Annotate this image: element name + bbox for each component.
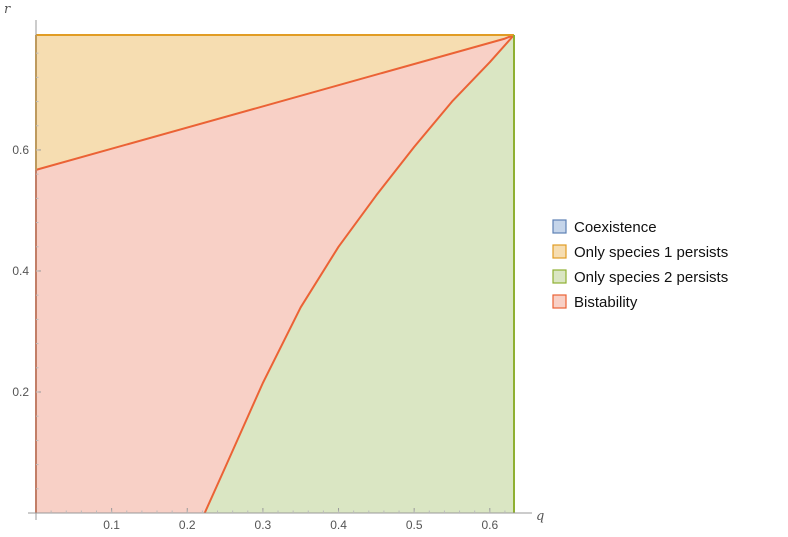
legend-label-3: Bistability [574, 294, 638, 311]
species-1-boundary [35, 34, 515, 171]
y-tick-label-1: 0.4 [12, 264, 29, 278]
legend-label-0: Coexistence [574, 219, 657, 236]
x-axis-label: q [536, 509, 544, 524]
legend-swatch-2 [552, 269, 567, 284]
legend-swatch-0 [552, 219, 567, 234]
legend-label-2: Only species 2 persists [574, 269, 728, 286]
x-tick-label-5: 0.6 [481, 518, 498, 532]
region-1 [36, 35, 514, 513]
legend-label-1: Only species 1 persists [574, 244, 728, 261]
y-tick-label-0: 0.2 [12, 385, 29, 399]
y-axis-label: r [4, 2, 11, 17]
legend: Coexistence Only species 1 persists Only s… [552, 219, 728, 311]
x-tick-label-3: 0.4 [330, 518, 347, 532]
x-tick-label-2: 0.3 [255, 518, 272, 532]
y-tick-label-2: 0.6 [12, 143, 29, 157]
legend-swatch-1 [552, 244, 567, 259]
x-tick-label-4: 0.5 [406, 518, 423, 532]
regions-layer [36, 35, 514, 513]
species-2-boundary [203, 34, 515, 514]
x-tick-label-1: 0.2 [179, 518, 196, 532]
x-tick-label-0: 0.1 [103, 518, 120, 532]
region-2 [204, 35, 514, 513]
legend-swatch-3 [552, 294, 567, 309]
axes: 0.1 0.2 0.3 0.4 0.5 0.6 0.2 0.4 0.6 [12, 20, 532, 532]
